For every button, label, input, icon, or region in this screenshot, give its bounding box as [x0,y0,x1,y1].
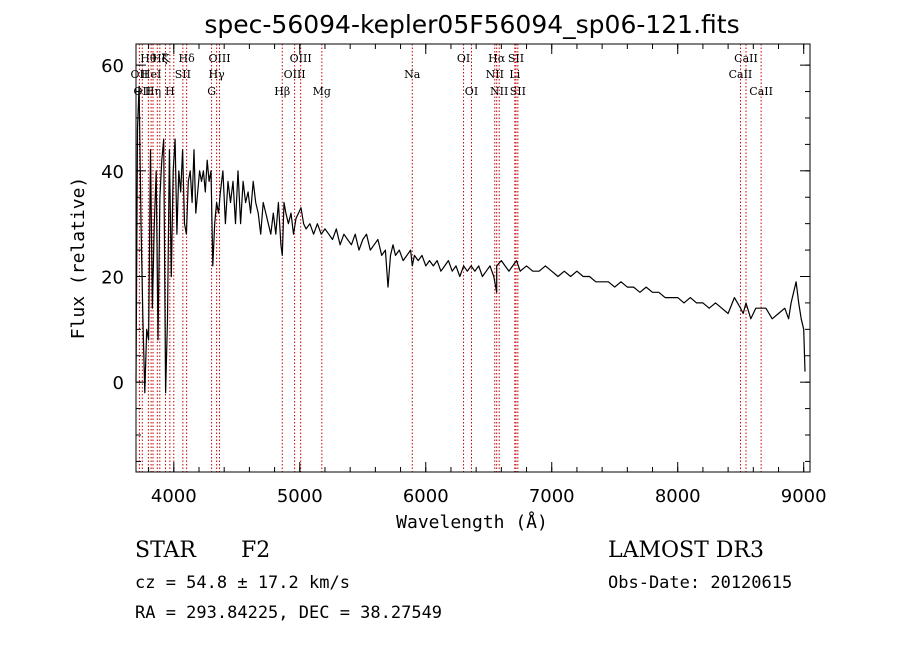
y-tick-label: 40 [101,162,124,183]
line-marker-label: G [207,85,216,98]
line-marker-label: OI [465,85,478,98]
chart-title: spec-56094-kepler05F56094_sp06-121.fits [204,10,739,39]
line-marker-label: OI [457,52,470,65]
line-marker-label: CaII [749,85,773,98]
survey-name: LAMOST DR3 [608,538,764,563]
line-marker-label: SII [510,85,526,98]
line-marker-label: Hθ [140,52,157,65]
line-marker-label: OII [131,68,149,81]
y-tick-label: 20 [101,267,124,288]
plot-frame [135,43,811,473]
obs-date-text: Obs-Date: 20120615 [608,573,793,593]
line-marker-label: HeI [141,68,161,81]
line-marker-label: Li [509,68,520,81]
series-layer [135,85,806,394]
x-tick-label: 7000 [529,486,575,507]
line-marker-label: NII [490,85,508,98]
line-marker-label: SII [508,52,524,65]
x-tick-label: 8000 [655,486,701,507]
line-marker-labels: OIIOIIHθHeIHηHζKHSIIHδGHγOIIIHβOIIIOIIIM… [131,52,773,98]
line-marker-label: Hγ [209,68,226,81]
line-marker-label: OIII [284,68,306,81]
line-markers [138,44,762,472]
x-tick-label: 6000 [403,486,449,507]
line-marker-label: H [165,85,175,98]
object-subclass: F2 [241,538,271,563]
y-tick-label: 0 [113,373,124,394]
line-marker-label: Hβ [274,85,290,98]
y-tick-label: 60 [101,56,124,77]
x-tick-label: 9000 [781,486,827,507]
x-axis-label: Wavelength (Å) [396,511,548,533]
line-marker-label: K [161,52,170,65]
line-marker-label: Na [404,68,421,81]
axes: 4000 5000 6000 7000 8000 9000 0 20 40 60 [101,43,827,507]
object-class: STAR [135,538,196,563]
line-marker-label: SII [175,68,191,81]
x-tick-label: 5000 [277,486,323,507]
y-axis-label: Flux (relative) [68,177,89,340]
line-marker-label: OIII [290,52,312,65]
line-marker-label: CaII [734,52,758,65]
x-tick-label: 4000 [151,486,197,507]
line-marker-label: OIII [208,52,230,65]
line-marker-label: NII [486,68,504,81]
line-marker-label: Hδ [179,52,196,65]
line-marker-label: Hζ [152,52,168,65]
line-marker-label: CaII [729,68,753,81]
line-marker-label: Hα [488,52,506,65]
redshift-text: cz = 54.8 ± 17.2 km/s [135,573,350,593]
coordinates-text: RA = 293.84225, DEC = 38.27549 [135,603,443,623]
series-line-flux [135,85,806,394]
line-marker-label: OII [133,85,151,98]
line-marker-label: Hη [145,85,161,98]
line-marker-label: Mg [313,85,331,98]
